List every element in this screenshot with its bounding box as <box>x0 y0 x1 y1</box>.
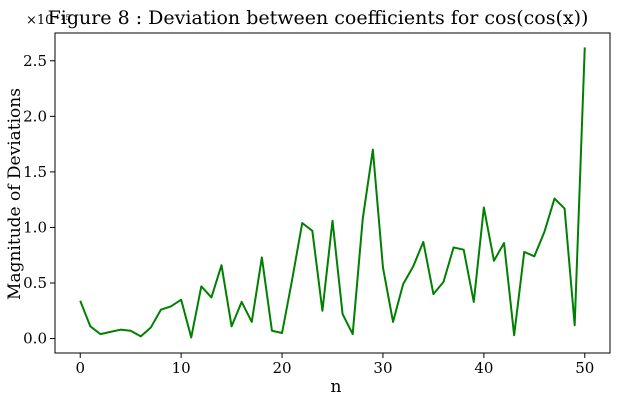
x-tick-label: 10 <box>172 359 191 377</box>
x-tick-label: 50 <box>575 359 594 377</box>
y-tick-label: 2.0 <box>23 107 47 125</box>
plot-layer <box>79 47 586 339</box>
y-axis-label: Magnitude of Deviations <box>5 88 25 300</box>
y-tick-label: 1.5 <box>23 163 47 181</box>
y-tick-label: 2.5 <box>23 52 47 70</box>
deviation-series-line <box>79 47 586 339</box>
x-axis-ticks: 0 10 20 30 40 50 <box>75 353 594 377</box>
y-tick-label: 0.0 <box>23 330 47 348</box>
plot-frame <box>54 32 611 354</box>
chart-title: Figure 8 : Deviation between coefficient… <box>48 7 589 29</box>
x-tick-label: 0 <box>75 359 85 377</box>
x-tick-label: 30 <box>373 359 392 377</box>
y-tick-label: 0.5 <box>23 274 47 292</box>
x-tick-label: 40 <box>474 359 493 377</box>
x-axis-label: n <box>331 377 342 397</box>
x-tick-label: 20 <box>272 359 291 377</box>
y-axis-ticks: 0.0 0.5 1.0 1.5 2.0 2.5 <box>23 52 55 348</box>
y-tick-label: 1.0 <box>23 218 47 236</box>
y-axis-scale-label: ×10⁻¹⁵ <box>26 13 71 28</box>
